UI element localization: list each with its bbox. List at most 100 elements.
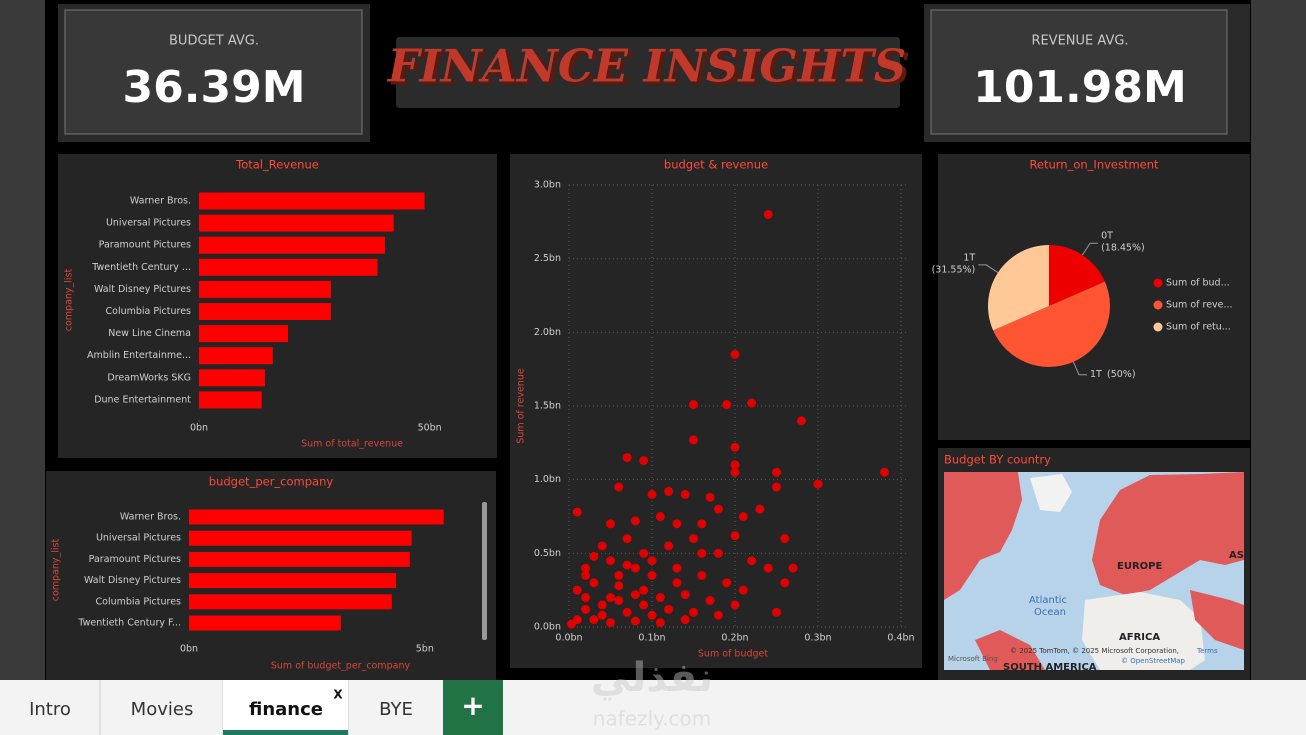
land-greenland bbox=[1030, 474, 1072, 512]
point bbox=[647, 556, 657, 566]
y-tick-label: Warner Bros. bbox=[120, 512, 181, 523]
point bbox=[647, 610, 657, 620]
point bbox=[730, 460, 740, 470]
point bbox=[813, 479, 823, 489]
y-tick-label: Universal Pictures bbox=[106, 218, 191, 229]
point bbox=[705, 492, 715, 502]
point bbox=[780, 534, 790, 544]
point bbox=[589, 551, 599, 561]
y-tick-label: Columbia Pictures bbox=[106, 306, 192, 317]
tab[interactable]: Movies bbox=[131, 699, 194, 720]
point bbox=[655, 593, 665, 603]
leader-line bbox=[1072, 361, 1088, 376]
y-tick-label: Twentieth Century ... bbox=[91, 262, 191, 273]
bar bbox=[189, 509, 444, 525]
x-tick-label: 0.3bn bbox=[804, 633, 831, 644]
point bbox=[689, 435, 698, 445]
tab[interactable]: BYE bbox=[379, 699, 413, 720]
kpi-inner bbox=[64, 9, 363, 135]
land-africa bbox=[1082, 592, 1205, 670]
land-europe bbox=[1092, 472, 1244, 595]
map[interactable]: Budget BY country EUROPE Atlantic Ocean … bbox=[944, 453, 1244, 674]
map-label: EUROPE bbox=[1117, 561, 1162, 572]
point bbox=[763, 563, 773, 573]
point bbox=[639, 456, 649, 466]
y-tick-label: DreamWorks SKG bbox=[107, 372, 191, 383]
kpi-value: 101.98M bbox=[973, 62, 1187, 113]
point bbox=[689, 400, 698, 410]
x-tick-label: 50bn bbox=[418, 423, 442, 434]
land-mideast bbox=[1190, 590, 1244, 650]
y-tick-label: 0.0bn bbox=[534, 622, 561, 633]
point bbox=[713, 504, 723, 514]
point bbox=[738, 512, 748, 521]
map-label: AS bbox=[1229, 550, 1244, 561]
panel bbox=[510, 154, 922, 668]
point bbox=[622, 560, 632, 570]
leader-line bbox=[978, 264, 999, 274]
point bbox=[581, 563, 591, 573]
point bbox=[630, 516, 640, 526]
point bbox=[747, 556, 757, 566]
y-tick-label: Columbia Pictures bbox=[96, 596, 182, 607]
add-tab[interactable]: + bbox=[461, 689, 484, 722]
chart-title: Return_on_Investment bbox=[1029, 158, 1159, 172]
scrollbar[interactable] bbox=[482, 502, 487, 640]
map-osm[interactable]: © OpenStreetMap bbox=[1121, 657, 1186, 665]
x-tick-label: 0.2bn bbox=[721, 633, 748, 644]
map-title: Budget BY country bbox=[944, 453, 1051, 467]
bar bbox=[199, 369, 265, 387]
point bbox=[622, 607, 632, 617]
y-tick-label: 1.0bn bbox=[534, 474, 561, 485]
chart-title: Total_Revenue bbox=[235, 158, 319, 172]
kpi-inner bbox=[930, 9, 1228, 135]
point bbox=[572, 507, 582, 517]
point bbox=[697, 548, 707, 558]
kpi-value: 36.39M bbox=[123, 62, 306, 113]
y-axis-label: Sum of revenue bbox=[516, 368, 527, 444]
point bbox=[664, 604, 674, 614]
point bbox=[730, 442, 740, 452]
point bbox=[713, 610, 723, 620]
point bbox=[680, 615, 690, 625]
chart-title: budget_per_company bbox=[209, 475, 334, 489]
point bbox=[630, 616, 640, 626]
point bbox=[597, 541, 607, 551]
legend-label: Sum of retu... bbox=[1166, 322, 1231, 333]
bar bbox=[189, 615, 341, 631]
point bbox=[655, 618, 665, 628]
point bbox=[630, 563, 640, 573]
x-axis-label: Sum of budget_per_company bbox=[271, 661, 411, 672]
bar bbox=[199, 258, 378, 276]
amount-label: 0T bbox=[1101, 231, 1113, 242]
y-axis-label: company_list bbox=[64, 268, 75, 331]
x-axis-label: Sum of total_revenue bbox=[301, 439, 403, 450]
bar bbox=[189, 530, 412, 546]
watermark: nafezly.com bbox=[593, 707, 711, 731]
y-tick-label: 2.0bn bbox=[534, 327, 561, 338]
left-strip bbox=[0, 0, 45, 680]
point bbox=[597, 610, 607, 620]
bar bbox=[199, 214, 394, 232]
y-tick-label: Walt Disney Pictures bbox=[94, 284, 191, 295]
point bbox=[689, 607, 698, 617]
tab[interactable]: Intro bbox=[29, 699, 71, 720]
tab-close[interactable]: X bbox=[333, 688, 343, 702]
point bbox=[622, 534, 632, 544]
amount-label: 1T bbox=[963, 252, 975, 263]
value-label: (18.45%) bbox=[1101, 243, 1145, 254]
page-title: FINANCE INSIGHTS bbox=[386, 40, 907, 93]
map-terms[interactable]: Terms bbox=[1196, 647, 1218, 655]
point bbox=[697, 519, 707, 529]
point bbox=[647, 489, 657, 499]
pie-slice bbox=[1049, 245, 1105, 306]
legend-swatch bbox=[1153, 300, 1163, 310]
x-tick-label: 0bn bbox=[180, 644, 198, 655]
point bbox=[730, 467, 740, 477]
point bbox=[730, 600, 740, 610]
tab[interactable]: finance bbox=[249, 699, 323, 720]
bar bbox=[189, 594, 392, 610]
add-tab-box[interactable] bbox=[443, 680, 503, 735]
point bbox=[689, 534, 698, 544]
bar bbox=[199, 192, 425, 210]
